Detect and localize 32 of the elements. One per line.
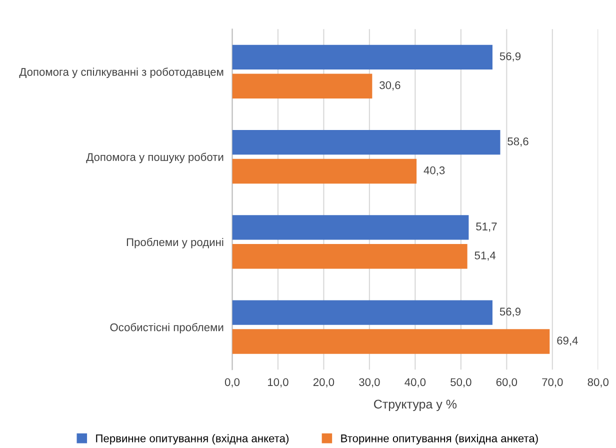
x-tick-label: 0,0 [224,378,240,388]
data-label: 51,4 [474,252,496,261]
legend-label: Первинне опитування (вхідна анкета) [96,434,288,444]
bar [232,329,550,354]
x-tick-label: 70,0 [542,378,563,388]
x-tick-label: 60,0 [496,378,518,388]
data-label: 40,3 [424,166,445,176]
bar [232,130,500,155]
x-tick-label: 50,0 [450,378,472,388]
data-label: 56,9 [500,52,521,62]
y-tick-label: Особистісні проблеми [110,322,224,334]
legend-label: Вторинне опитування (вихідна анкета) [341,434,538,444]
data-label: 69,4 [557,336,578,346]
x-tick-label: 20,0 [313,378,334,388]
bar [232,244,468,269]
x-axis-title: Структура у % [374,400,457,412]
y-tick-label: Проблеми у родині [126,238,224,248]
bar [232,44,492,70]
bar [232,158,417,184]
bar [232,300,492,325]
data-label: 30,6 [380,81,400,90]
x-tick-label: 30,0 [359,378,380,388]
y-tick-label: Допомога у спілкуванні з роботодавцем [19,68,224,78]
x-tick-label: 40,0 [404,378,426,388]
bar [232,74,372,98]
data-label: 51,7 [476,222,497,232]
data-label: 56,9 [500,308,521,317]
bar [232,215,469,240]
x-tick-label: 80,0 [588,378,609,388]
y-tick-label: Допомога у пошуку роботи [86,152,224,164]
data-label: 58,6 [508,137,528,147]
x-tick-label: 10,0 [268,378,288,388]
